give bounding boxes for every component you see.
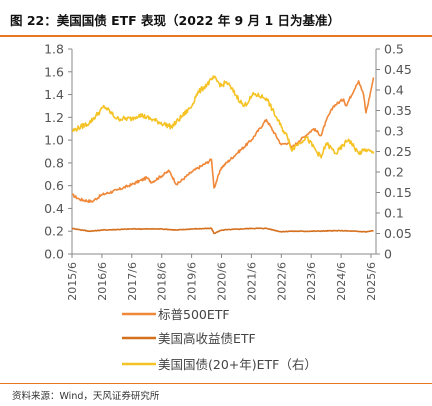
left-tick-label: 0.0: [44, 247, 64, 262]
x-tick-label: 2021/6: [245, 262, 258, 301]
right-tick-label: 0.45: [384, 62, 412, 77]
header-rule: [0, 35, 432, 37]
chart-title: 图 22：美国国债 ETF 表现（2022 年 9 月 1 日为基准）: [10, 13, 340, 28]
left-tick-label: 1.8: [44, 42, 64, 57]
left-tick-label: 1.2: [44, 110, 64, 125]
legend-label-2: 美国国债(20+年)ETF（右）: [158, 357, 317, 372]
left-tick-label: 1.0: [44, 133, 64, 148]
right-tick-label: 0.25: [384, 144, 412, 159]
x-tick-label: 2020/6: [216, 262, 229, 301]
right-tick-label: 0: [384, 247, 392, 262]
left-tick-label: 0.6: [44, 178, 64, 193]
chart-legend: 标普500ETF 美国高收益债ETF 美国国债(20+年)ETF（右）: [122, 307, 317, 372]
x-tick-label: 2017/6: [126, 262, 139, 301]
left-tick-label: 1.4: [44, 87, 64, 102]
legend-label-1: 美国高收益债ETF: [158, 331, 256, 346]
chart-series: [71, 75, 375, 235]
source-note: 资料来源：Wind，天风证券研究所: [12, 391, 160, 402]
right-tick-label: 0.15: [384, 185, 412, 200]
right-tick-label: 0.5: [384, 42, 404, 57]
legend-label-0: 标普500ETF: [158, 307, 230, 322]
right-tick-label: 0.4: [384, 83, 404, 98]
left-tick-label: 0.2: [44, 224, 64, 239]
right-tick-label: 0.3: [384, 124, 404, 139]
x-tick-label: 2024/6: [335, 262, 348, 301]
left-tick-label: 0.8: [44, 155, 64, 170]
x-tick-label: 2025/6: [365, 262, 378, 301]
x-tick-label: 2018/6: [156, 262, 169, 301]
x-tick-label: 2016/6: [96, 262, 109, 301]
right-tick-label: 0.2: [384, 165, 404, 180]
left-tick-label: 0.4: [44, 201, 64, 216]
footer-rule: [0, 383, 432, 384]
x-tick-label: 2019/6: [186, 262, 199, 301]
series-line-0: [71, 77, 375, 203]
series-line-1: [71, 227, 374, 235]
chart-axes: 0.0 0.2 0.4 0.6 0.8 1.0 1.2 1.4 1.6 1.8 0 0.05 0.1 0.…: [44, 42, 412, 301]
right-tick-label: 0.35: [384, 103, 412, 118]
x-tick-label: 2022/6: [275, 262, 288, 301]
x-tick-label: 2015/6: [66, 262, 79, 301]
x-tick-label: 2023/6: [305, 262, 318, 301]
left-tick-label: 1.6: [44, 64, 64, 79]
series-line-2: [71, 75, 375, 159]
right-tick-label: 0.05: [384, 226, 412, 241]
right-tick-label: 0.1: [384, 206, 404, 221]
